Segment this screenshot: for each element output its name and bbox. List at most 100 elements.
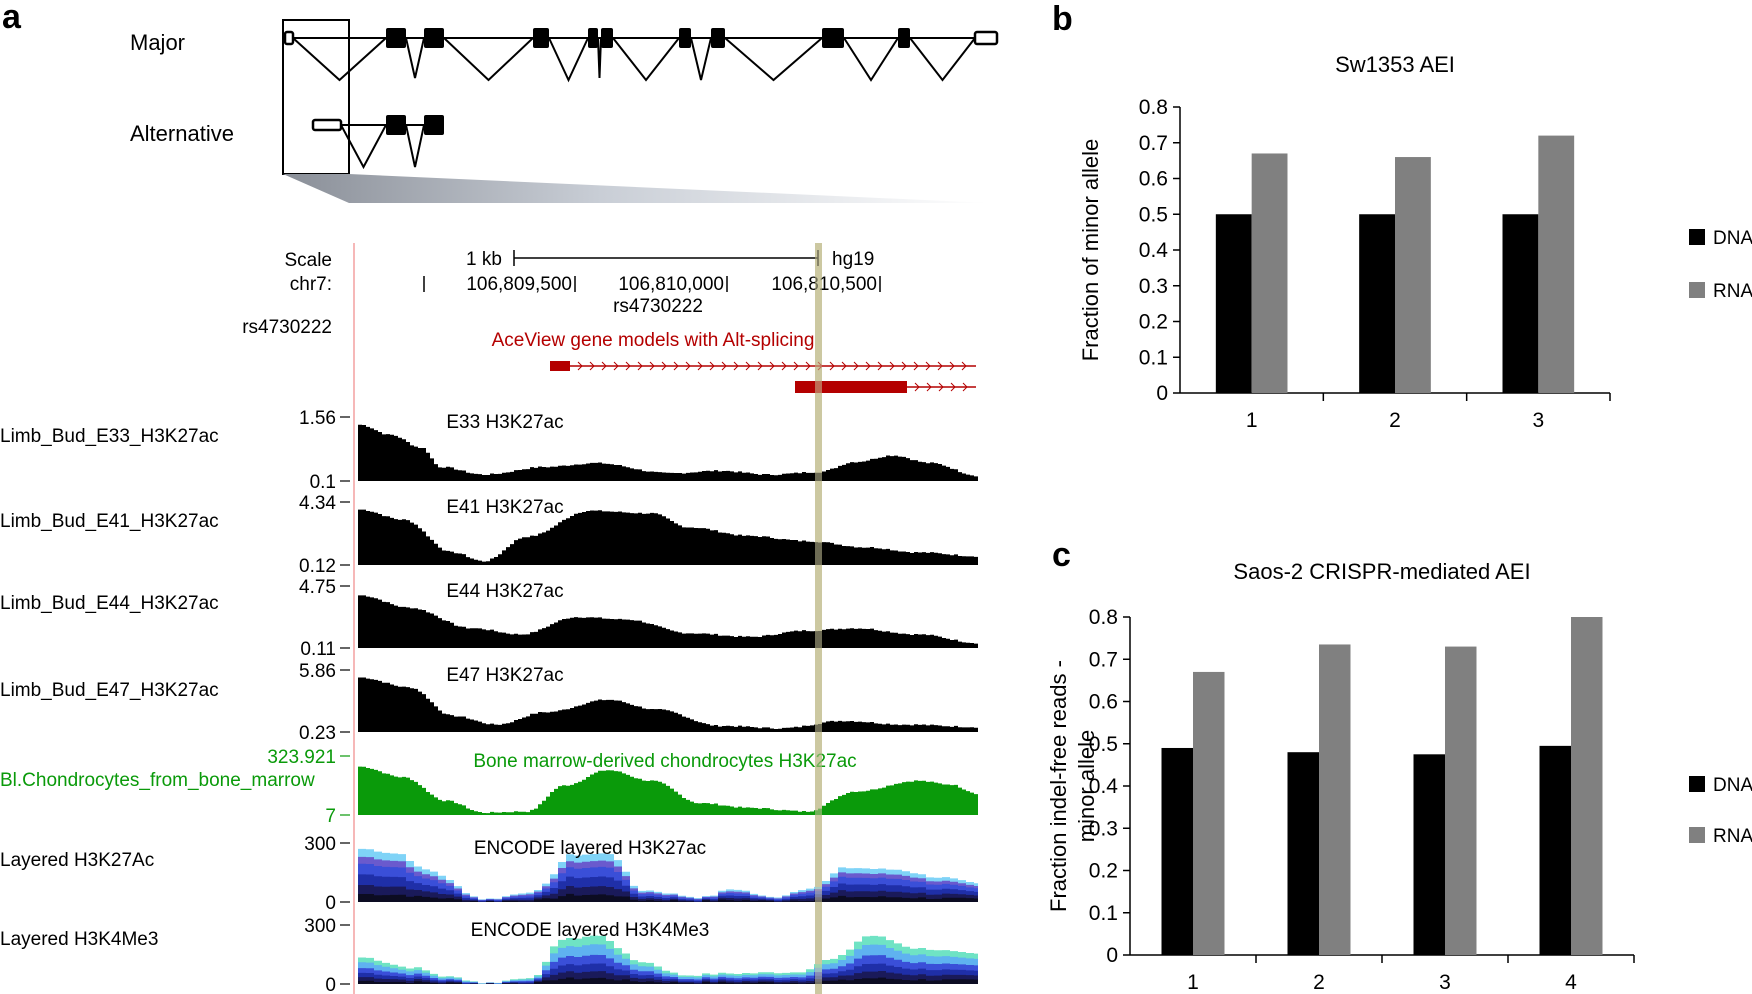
major-coding-exon	[711, 28, 725, 48]
panel-c: c Saos-2 CRISPR-mediated AEI 0 0.1 0.2 0.3 0.4…	[1046, 536, 1752, 994]
major-coding-exon	[679, 28, 691, 48]
scale-bar	[513, 250, 819, 266]
major-splice-junction	[405, 37, 425, 79]
x-tick-label: 2	[1389, 409, 1401, 432]
aceview-strand-arrow	[781, 361, 787, 371]
aceview-strand-arrow	[913, 361, 919, 371]
signal-area	[358, 677, 978, 732]
x-tick-label: 3	[1532, 409, 1544, 432]
aceview-strand-arrow	[926, 382, 932, 392]
aceview-strand-arrow	[769, 361, 775, 371]
signal-track: Limb_Bud_E44_H3K27ac 4.75 0.11 E44 H3K27ac	[0, 577, 978, 660]
aceview-strand-arrow	[877, 361, 883, 371]
signal-track: Limb_Bud_E41_H3K27ac 4.34 0.12 E41 H3K27ac	[0, 493, 978, 577]
aceview-strand-arrow	[841, 361, 847, 371]
alt-coding-exon	[424, 115, 444, 135]
aceview-strand-arrow	[865, 361, 871, 371]
aceview-strand-arrow	[805, 361, 811, 371]
aceview-strand-arrow	[709, 361, 715, 371]
alt-splice-junction	[405, 124, 425, 168]
y-tick-label: 0.8	[1139, 96, 1168, 119]
chrom-label: chr7:	[290, 274, 332, 295]
genome-browser: Scale chr7: 1 kb hg19 106,809,500 106,81…	[0, 243, 978, 994]
legend-swatch	[1689, 282, 1705, 298]
legend-swatch	[1689, 776, 1705, 792]
aceview-strand-arrow	[661, 361, 667, 371]
major-coding-exon	[898, 28, 910, 48]
aceview-strand-arrow	[757, 361, 763, 371]
scale-label: Scale	[284, 250, 332, 271]
aceview-model-2-exon	[795, 381, 907, 393]
legend-label: DNA	[1713, 228, 1752, 249]
alt-splice-junction	[340, 124, 387, 170]
track-min-label: 0	[325, 975, 336, 994]
major-splice-junction	[597, 37, 602, 79]
aceview-strand-arrow	[685, 361, 691, 371]
major-splice-junction	[292, 37, 387, 82]
major-isoform-diagram	[283, 28, 999, 83]
aceview-model-1-exon	[550, 361, 570, 371]
rna-bar	[1538, 135, 1575, 393]
dna-bar	[1287, 752, 1319, 955]
y-tick-label: 0.8	[1089, 606, 1118, 629]
legend-label: DNA	[1713, 775, 1752, 796]
aceview-strand-arrow	[829, 361, 835, 371]
snp-marker-label: rs4730222	[613, 296, 703, 317]
position-label-1: 106,809,500	[466, 274, 572, 295]
signal-area	[358, 424, 978, 481]
rna-bar	[1571, 617, 1603, 955]
aceview-strand-arrow	[637, 361, 643, 371]
track-max-label: 4.75	[299, 577, 336, 598]
zoom-projection	[283, 174, 990, 203]
track-min-label: 0.1	[310, 472, 336, 493]
y-tick-label: 0.6	[1089, 691, 1118, 714]
y-tick-label: 0.2	[1139, 311, 1168, 334]
legend-label: RNA	[1713, 281, 1752, 302]
aceview-strand-arrow	[937, 361, 943, 371]
aceview-strand-arrow	[914, 382, 920, 392]
y-tick-label: 0.5	[1139, 203, 1168, 226]
major-coding-exon	[386, 28, 406, 48]
aceview-strand-arrow	[577, 361, 583, 371]
track-max-label: 4.34	[299, 493, 336, 514]
coordinate-ruler	[423, 276, 881, 292]
signal-layer	[358, 885, 978, 902]
major-splice-junction	[909, 37, 976, 82]
alt-coding-exon	[386, 115, 406, 135]
major-coding-exon	[424, 28, 444, 48]
track-title: ENCODE layered H3K4Me3	[471, 920, 710, 941]
track-title: E33 H3K27ac	[446, 412, 563, 433]
aceview-strand-arrow	[625, 361, 631, 371]
aceview-strand-arrow	[745, 361, 751, 371]
y-tick-label: 0.6	[1139, 168, 1168, 191]
aceview-strand-arrow	[938, 382, 944, 392]
aceview-strand-arrow	[793, 361, 799, 371]
aceview-strand-arrow	[925, 361, 931, 371]
major-splice-junction	[612, 37, 680, 82]
aceview-gene-models	[550, 361, 976, 393]
dna-bar	[1413, 754, 1445, 955]
track-name: Limb_Bud_E44_H3K27ac	[0, 593, 219, 614]
signal-layer	[358, 977, 978, 984]
track-title: E44 H3K27ac	[446, 581, 563, 602]
track-min-label: 0.11	[300, 639, 336, 660]
major-isoform-label: Major	[130, 30, 185, 55]
y-tick-label: 0.1	[1139, 346, 1168, 369]
snp-highlight-overlay	[815, 243, 822, 994]
track-name: Layered H3K4Me3	[0, 929, 158, 950]
x-tick-label: 1	[1187, 971, 1199, 994]
signal-layer	[358, 893, 978, 902]
aceview-strand-arrow	[601, 361, 607, 371]
snp-track-label: rs4730222	[242, 317, 332, 338]
signal-track: Limb_Bud_E33_H3K27ac 1.56 0.1 E33 H3K27ac	[0, 408, 978, 493]
aceview-strand-arrow	[673, 361, 679, 371]
aceview-strand-arrow	[889, 361, 895, 371]
y-tick-label: 0.7	[1139, 132, 1168, 155]
y-tick-label: 0.4	[1089, 775, 1119, 798]
major-splice-junction	[443, 37, 534, 82]
track-min-label: 7	[325, 806, 336, 827]
major-utr-exon	[973, 30, 999, 46]
rna-bar	[1193, 671, 1225, 955]
track-max-label: 5.86	[299, 661, 336, 682]
